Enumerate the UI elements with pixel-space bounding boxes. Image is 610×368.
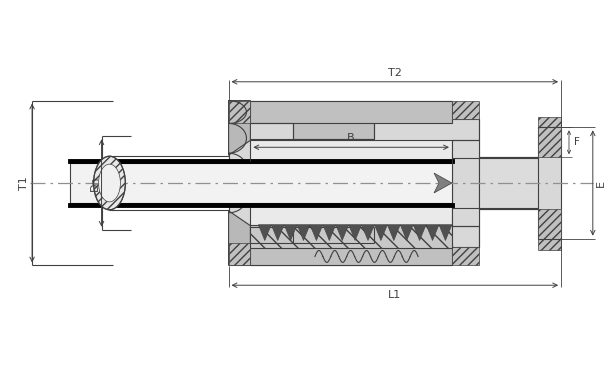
- Polygon shape: [387, 225, 400, 241]
- Text: L1: L1: [388, 290, 401, 300]
- Polygon shape: [310, 225, 323, 241]
- Polygon shape: [251, 227, 452, 265]
- Polygon shape: [413, 225, 426, 241]
- Polygon shape: [362, 225, 375, 241]
- Polygon shape: [439, 225, 452, 241]
- Bar: [538, 238, 561, 250]
- Text: E: E: [596, 180, 606, 187]
- Polygon shape: [400, 225, 413, 241]
- Bar: [452, 247, 479, 265]
- Polygon shape: [336, 225, 349, 241]
- Bar: [452, 100, 479, 120]
- Polygon shape: [251, 225, 452, 248]
- Bar: [538, 117, 561, 127]
- Polygon shape: [426, 225, 439, 241]
- Polygon shape: [284, 225, 297, 241]
- Bar: [538, 209, 561, 238]
- Bar: [538, 127, 561, 157]
- Polygon shape: [323, 225, 336, 241]
- Bar: [70, 163, 452, 203]
- Bar: [479, 157, 538, 209]
- Bar: [229, 243, 251, 265]
- Polygon shape: [251, 100, 452, 139]
- Polygon shape: [229, 211, 251, 265]
- Text: F: F: [574, 137, 580, 147]
- Polygon shape: [349, 225, 362, 241]
- Text: T1: T1: [19, 176, 29, 190]
- Polygon shape: [229, 100, 561, 265]
- Ellipse shape: [93, 156, 126, 210]
- Bar: [452, 140, 479, 226]
- Ellipse shape: [99, 164, 120, 202]
- Polygon shape: [434, 173, 452, 193]
- Polygon shape: [375, 225, 387, 241]
- Polygon shape: [259, 225, 271, 241]
- Bar: [251, 140, 452, 226]
- Text: B: B: [347, 133, 355, 143]
- Polygon shape: [229, 100, 251, 155]
- Text: Dn: Dn: [90, 175, 99, 191]
- Text: T2: T2: [388, 68, 402, 78]
- Bar: [229, 100, 251, 123]
- Polygon shape: [271, 225, 284, 241]
- Polygon shape: [297, 225, 310, 241]
